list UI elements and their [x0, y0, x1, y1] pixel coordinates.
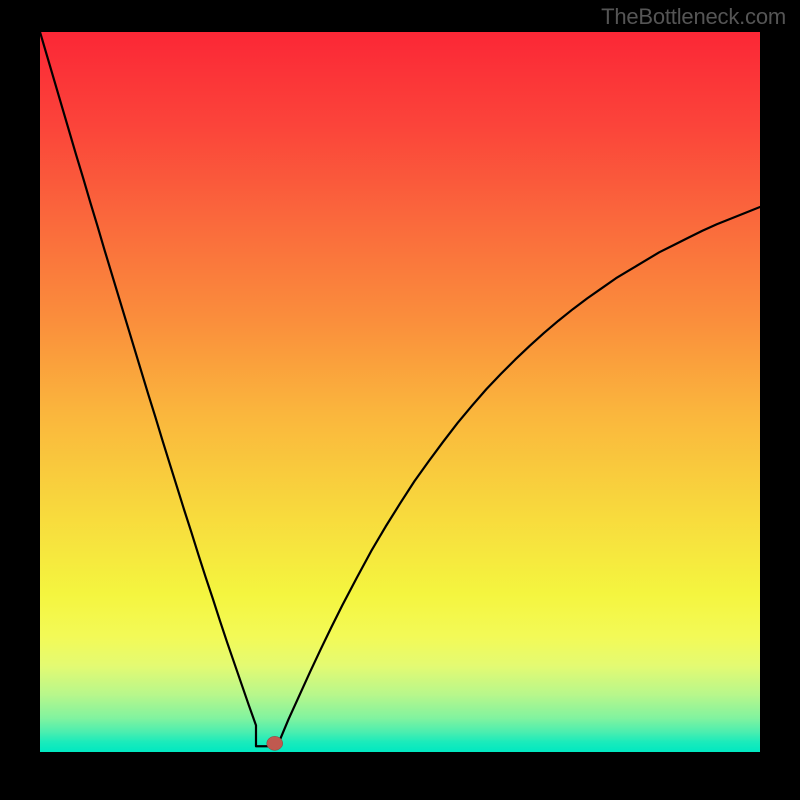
bottleneck-chart: [0, 0, 800, 800]
attribution-text: TheBottleneck.com: [601, 4, 786, 30]
optimal-point-marker: [267, 736, 283, 750]
